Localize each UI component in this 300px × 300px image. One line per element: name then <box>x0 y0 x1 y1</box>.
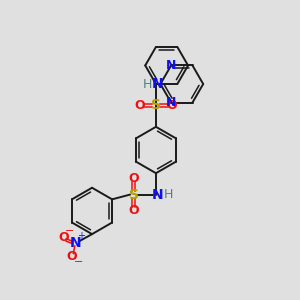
Text: O: O <box>167 99 177 112</box>
Text: O: O <box>58 231 68 244</box>
Text: −: − <box>74 257 83 267</box>
Text: H: H <box>143 77 152 91</box>
Text: O: O <box>128 172 139 185</box>
Text: −: − <box>65 226 74 236</box>
Text: O: O <box>67 250 77 263</box>
Text: N: N <box>166 96 176 109</box>
Text: +: + <box>77 232 85 242</box>
Text: N: N <box>166 59 176 72</box>
Text: N: N <box>152 77 163 91</box>
Text: N: N <box>152 188 163 202</box>
Text: S: S <box>151 98 161 112</box>
Text: H: H <box>164 188 173 201</box>
Text: O: O <box>128 204 139 217</box>
Text: O: O <box>135 99 145 112</box>
Text: S: S <box>129 188 139 202</box>
Text: N: N <box>70 236 82 250</box>
